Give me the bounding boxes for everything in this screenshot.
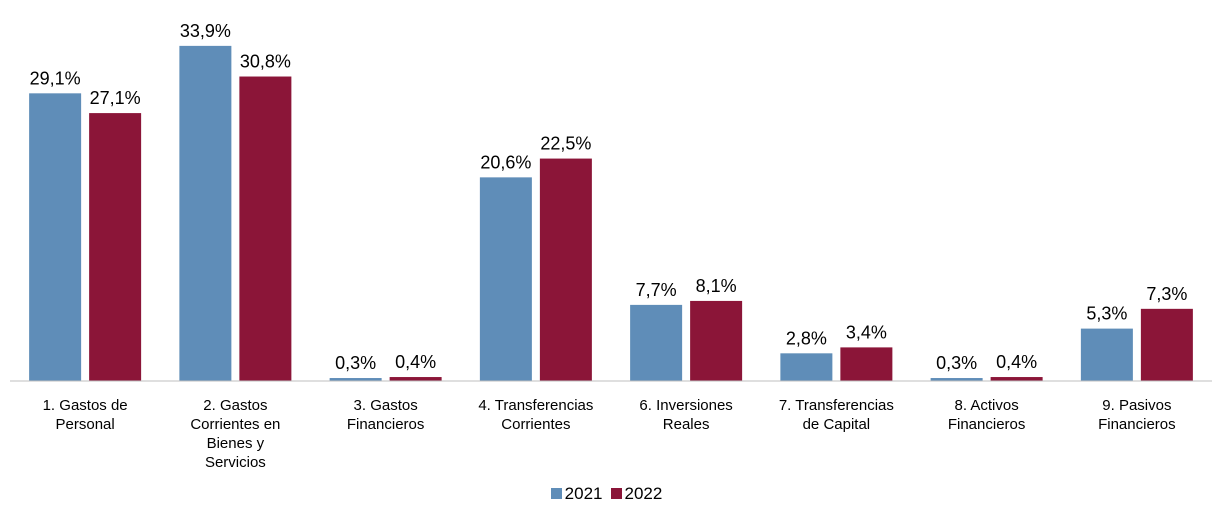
x-tick-label: 4. Transferencias Corrientes xyxy=(478,397,594,433)
value-label: 0,4% xyxy=(996,352,1037,372)
x-tick-label: 6. Inversiones Reales xyxy=(639,397,733,433)
value-label: 7,3% xyxy=(1146,284,1187,304)
bar xyxy=(539,158,592,381)
x-tick-label: 7. Transferencias de Capital xyxy=(778,397,894,433)
bar xyxy=(630,304,683,381)
value-label: 30,8% xyxy=(240,52,291,72)
value-label: 7,7% xyxy=(636,280,677,300)
bar xyxy=(690,300,743,381)
legend-swatch xyxy=(550,488,562,499)
bar xyxy=(29,93,82,381)
bar xyxy=(930,378,983,381)
chart: 29,1% 27,1% 33,9% 30,8% 0,3% 0,4% 20,6% 22,5% 7,… xyxy=(10,21,1212,382)
legend-label: 2021 xyxy=(564,484,603,503)
value-label: 5,3% xyxy=(1086,304,1127,324)
value-label: 27,1% xyxy=(90,88,141,108)
bar xyxy=(329,378,382,381)
bar xyxy=(89,113,142,382)
value-label: 3,4% xyxy=(846,322,887,342)
x-tick-label: 8. Activos Financieros xyxy=(947,397,1026,433)
legend-swatch xyxy=(610,488,622,499)
value-label: 0,3% xyxy=(335,353,376,373)
value-label: 2,8% xyxy=(786,328,827,348)
x-tick-label: 3. Gastos Financieros xyxy=(346,397,425,433)
value-label: 8,1% xyxy=(696,276,737,296)
value-label: 20,6% xyxy=(480,152,531,172)
legend-item: 2021 xyxy=(550,484,603,504)
legend-item: 2022 xyxy=(610,484,663,504)
bar xyxy=(389,377,442,381)
value-label: 0,4% xyxy=(395,352,436,372)
bar xyxy=(179,45,232,381)
bar xyxy=(239,76,292,382)
bar xyxy=(780,353,833,381)
value-label: 0,3% xyxy=(936,353,977,373)
x-tick-label: 2. Gastos Corrientes en Bienes y Servici… xyxy=(190,397,281,471)
bar xyxy=(479,177,532,381)
bar xyxy=(840,347,893,381)
bar xyxy=(1140,308,1193,381)
bar xyxy=(990,377,1043,381)
value-label: 33,9% xyxy=(180,21,231,41)
x-tick-label: 1. Gastos de Personal xyxy=(42,397,128,433)
bar xyxy=(1080,328,1133,381)
value-label: 29,1% xyxy=(30,68,81,88)
legend: 2021 2022 xyxy=(0,484,1213,504)
value-label: 22,5% xyxy=(540,134,591,154)
legend-label: 2022 xyxy=(624,484,663,503)
x-tick-label: 9. Pasivos Financieros xyxy=(1098,397,1176,433)
